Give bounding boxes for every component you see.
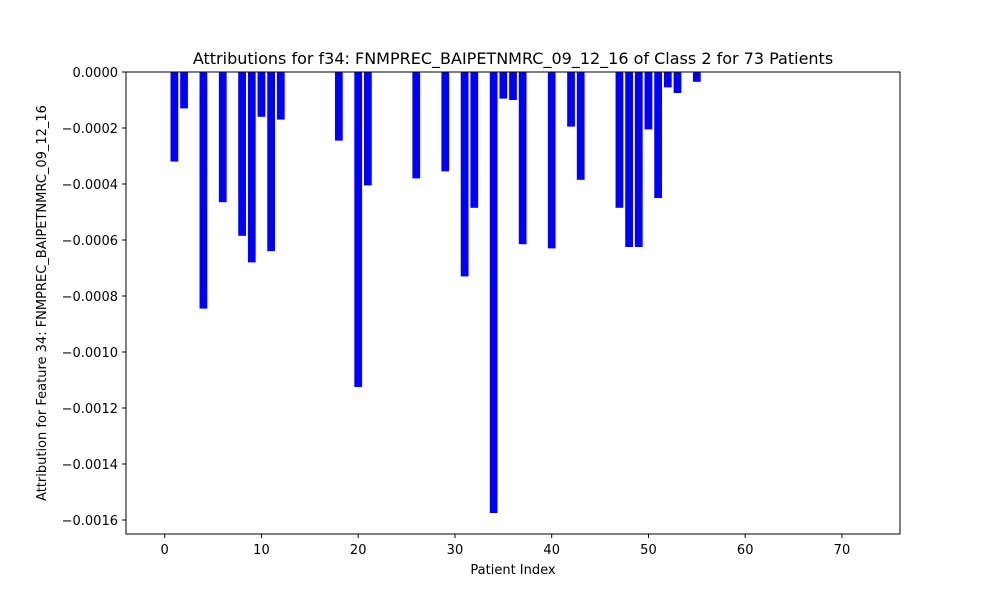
y-tick-label: −0.0010 [62, 346, 118, 361]
bar [180, 72, 188, 109]
bar [489, 72, 498, 513]
bar [615, 72, 624, 208]
bar [247, 72, 256, 263]
bar [470, 72, 479, 208]
bar [576, 72, 585, 180]
chart-title: Attributions for f34: FNMPREC_BAIPETNMRC… [193, 49, 833, 69]
bar [625, 72, 633, 247]
bar [547, 72, 556, 249]
bar [509, 72, 517, 100]
y-axis-ticks: 0.0000 −0.0002 −0.0004 −0.0006 −0.0008 −0.001… [62, 66, 126, 529]
y-tick-label: −0.0008 [62, 290, 118, 305]
bar [499, 72, 508, 99]
x-tick-label: 0 [161, 543, 169, 558]
plot-frame [125, 71, 901, 535]
bar [170, 72, 179, 162]
bar [412, 72, 421, 179]
x-tick-label: 20 [350, 543, 367, 558]
y-tick-label: −0.0004 [62, 178, 118, 193]
y-tick-label: −0.0006 [62, 234, 118, 249]
bar [257, 72, 266, 117]
bar [218, 72, 227, 203]
bar [567, 72, 575, 127]
bar [267, 72, 275, 252]
y-tick-label: −0.0012 [62, 402, 118, 417]
x-tick-label: 60 [737, 543, 754, 558]
y-tick-label: 0.0000 [73, 66, 119, 81]
bar [238, 72, 246, 236]
x-axis-ticks: 0 10 20 30 40 50 60 70 [161, 534, 851, 558]
x-tick-label: 10 [253, 543, 270, 558]
bar [199, 72, 208, 309]
bar [334, 72, 343, 141]
bar [663, 72, 672, 88]
bar [673, 72, 682, 93]
y-tick-label: −0.0002 [62, 122, 118, 137]
x-tick-label: 40 [543, 543, 560, 558]
y-tick-label: −0.0014 [62, 458, 118, 473]
bar [364, 72, 372, 186]
bars-group [170, 72, 701, 513]
x-tick-label: 50 [640, 543, 657, 558]
bar [460, 72, 469, 277]
bar [654, 72, 662, 198]
bar [276, 72, 285, 120]
x-tick-label: 30 [447, 543, 464, 558]
bar [518, 72, 527, 245]
bar [644, 72, 653, 130]
bar [354, 72, 363, 387]
bar [441, 72, 450, 172]
y-axis-title: Attribution for Feature 34: FNMPREC_BAIP… [35, 105, 50, 501]
x-axis-title: Patient Index [470, 563, 555, 578]
bar [692, 72, 701, 82]
bar [634, 72, 643, 247]
y-tick-label: −0.0016 [62, 514, 118, 529]
x-tick-label: 70 [834, 543, 851, 558]
